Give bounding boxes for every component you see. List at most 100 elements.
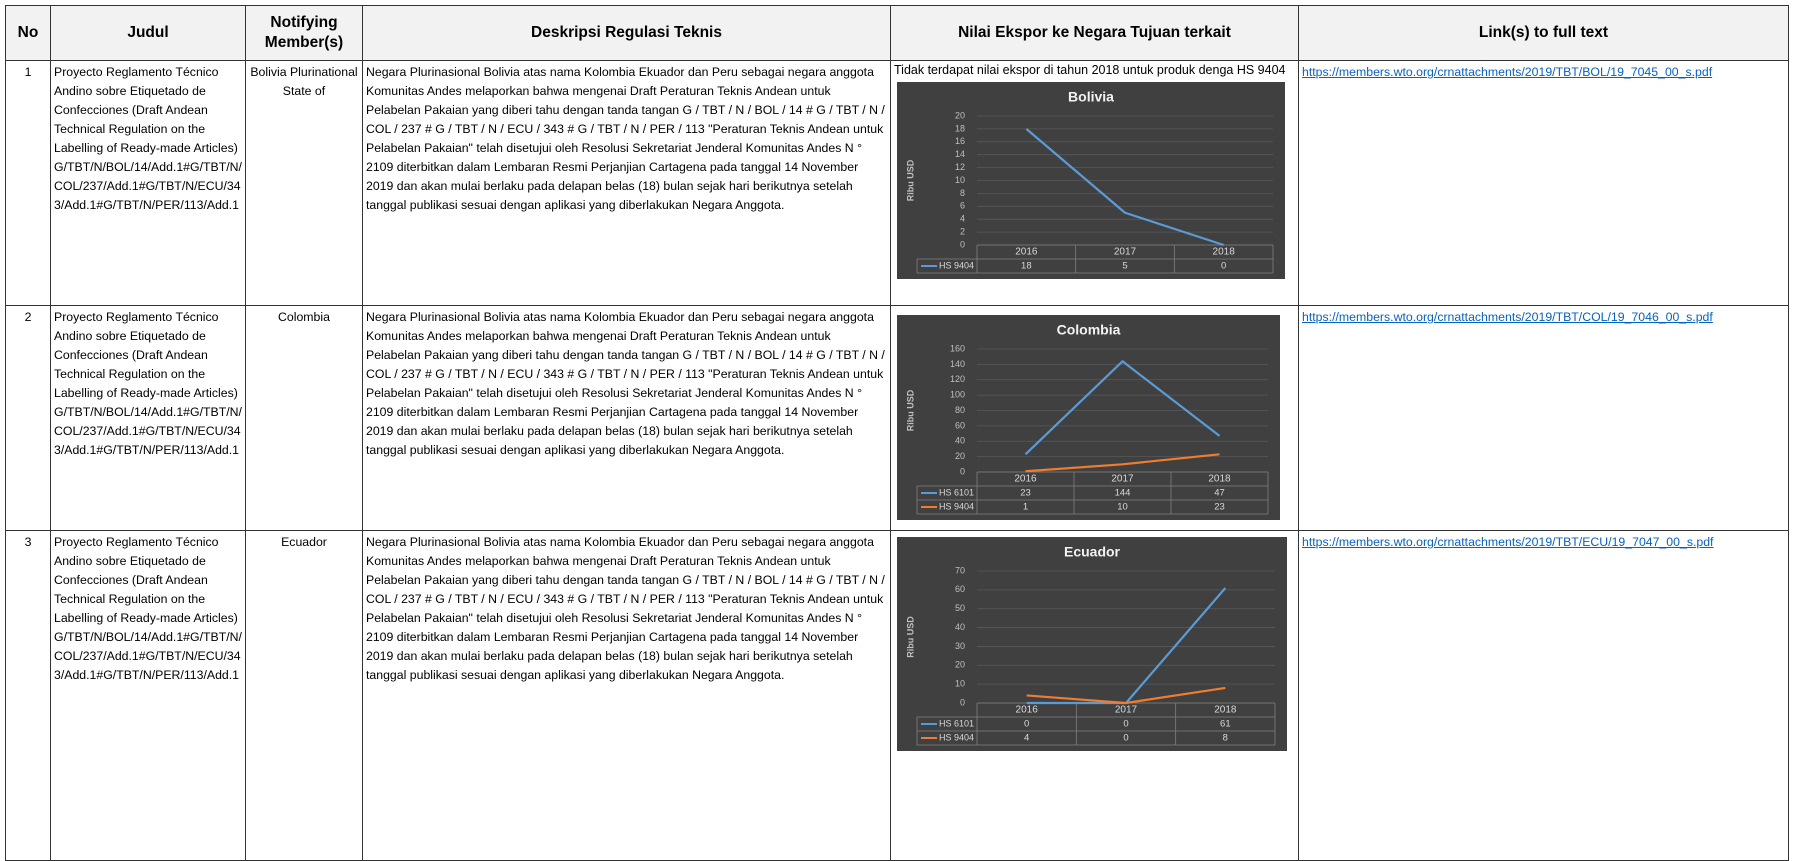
- x-category-label: 2017: [1111, 474, 1134, 485]
- member-cell: Colombia: [245, 305, 363, 531]
- header-cell: Link(s) to full text: [1298, 5, 1789, 61]
- y-tick-label: 40: [955, 622, 965, 632]
- export-cell: Ecuador Ribu USD 0 10 20 30 40 50 60 70 2016 2017 20…: [890, 530, 1299, 861]
- y-axis-label: Ribu USD: [905, 159, 915, 201]
- y-tick-label: 0: [960, 466, 965, 476]
- data-table-value: 61: [1220, 719, 1231, 730]
- legend-label: HS 9404: [939, 732, 974, 742]
- no-cell: 2: [5, 305, 51, 531]
- y-tick-label: 12: [955, 162, 965, 172]
- y-tick-label: 60: [955, 584, 965, 594]
- legend-label: HS 6101: [939, 718, 974, 728]
- y-tick-label: 0: [960, 239, 965, 249]
- chart-box: Ecuador Ribu USD 0 10 20 30 40 50 60 70 2016 2017 20…: [897, 537, 1295, 757]
- y-tick-label: 160: [950, 343, 965, 353]
- chart-background: [897, 537, 1287, 751]
- y-tick-label: 20: [955, 451, 965, 461]
- chart-title: Colombia: [1057, 322, 1121, 338]
- chart: Colombia Ribu USD 0 20 40 60 80 100 120 140 160 201…: [897, 315, 1280, 520]
- legend-label: HS 9404: [939, 260, 974, 270]
- data-table-value: 0: [1123, 719, 1128, 730]
- x-category-label: 2017: [1114, 247, 1137, 258]
- header-cell: Nilai Ekspor ke Negara Tujuan terkait: [890, 5, 1299, 61]
- x-category-label: 2018: [1214, 705, 1237, 716]
- y-axis-label: Ribu USD: [905, 616, 915, 658]
- y-tick-label: 2: [960, 226, 965, 236]
- data-table-value: 23: [1214, 502, 1225, 513]
- header-cell: Notifying Member(s): [245, 5, 363, 61]
- header-row: No Judul Notifying Member(s) Deskripsi R…: [5, 5, 1789, 61]
- link[interactable]: https://members.wto.org/crnattachments/2…: [1302, 65, 1713, 79]
- y-tick-label: 100: [950, 390, 965, 400]
- y-tick-label: 4: [960, 214, 965, 224]
- data-table-value: 47: [1214, 488, 1225, 499]
- y-tick-label: 14: [955, 149, 965, 159]
- y-tick-label: 60: [955, 420, 965, 430]
- title-cell: Proyecto Reglamento Técnico Andino sobre…: [50, 60, 246, 306]
- header-cell: No: [5, 5, 51, 61]
- y-tick-label: 120: [950, 374, 965, 384]
- data-table-value: 10: [1117, 502, 1128, 513]
- y-tick-label: 80: [955, 405, 965, 415]
- export-note: Tidak terdapat nilai ekspor di tahun 201…: [894, 63, 1286, 77]
- legend-label: HS 9404: [939, 501, 974, 511]
- data-table-value: 18: [1021, 261, 1032, 272]
- chart-box: Bolivia Ribu USD 0 2 4 6 8 10 12 14 16 18 20 2016 2017…: [897, 82, 1295, 285]
- y-tick-label: 6: [960, 201, 965, 211]
- row: 1 Proyecto Reglamento Técnico Andino sob…: [5, 60, 1789, 306]
- member-cell: Bolivia Plurinational State of: [245, 60, 363, 306]
- data-table-value: 0: [1221, 261, 1226, 272]
- x-category-label: 2018: [1208, 474, 1231, 485]
- title-cell: Proyecto Reglamento Técnico Andino sobre…: [50, 305, 246, 531]
- data-table-value: 5: [1122, 261, 1127, 272]
- row: 2 Proyecto Reglamento Técnico Andino sob…: [5, 305, 1789, 531]
- description-cell: Negara Plurinasional Bolivia atas nama K…: [362, 530, 891, 861]
- link-cell: https://members.wto.org/crnattachments/2…: [1298, 530, 1789, 861]
- x-category-label: 2017: [1115, 705, 1138, 716]
- legend-label: HS 6101: [939, 487, 974, 497]
- x-category-label: 2016: [1014, 474, 1037, 485]
- y-tick-label: 10: [955, 175, 965, 185]
- title-cell: Proyecto Reglamento Técnico Andino sobre…: [50, 530, 246, 861]
- export-cell: Colombia Ribu USD 0 20 40 60 80 100 120 140 160 201…: [890, 305, 1299, 531]
- y-tick-label: 70: [955, 565, 965, 575]
- y-tick-label: 18: [955, 123, 965, 133]
- x-category-label: 2016: [1016, 705, 1039, 716]
- row: 3 Proyecto Reglamento Técnico Andino sob…: [5, 530, 1789, 861]
- member-cell: Ecuador: [245, 530, 363, 861]
- header-cell: Judul: [50, 5, 246, 61]
- regulation-table: No Judul Notifying Member(s) Deskripsi R…: [5, 5, 1789, 861]
- y-tick-label: 40: [955, 436, 965, 446]
- y-axis-label: Ribu USD: [905, 389, 915, 431]
- link-cell: https://members.wto.org/crnattachments/2…: [1298, 60, 1789, 306]
- y-tick-label: 0: [960, 697, 965, 707]
- no-cell: 1: [5, 60, 51, 306]
- chart: Bolivia Ribu USD 0 2 4 6 8 10 12 14 16 18 20 2016 2017…: [897, 82, 1285, 279]
- data-table-value: 23: [1020, 488, 1031, 499]
- y-tick-label: 16: [955, 136, 965, 146]
- header-cell: Deskripsi Regulasi Teknis: [362, 5, 891, 61]
- data-table-value: 144: [1115, 488, 1131, 499]
- no-cell: 3: [5, 530, 51, 861]
- link-cell: https://members.wto.org/crnattachments/2…: [1298, 305, 1789, 531]
- y-tick-label: 10: [955, 679, 965, 689]
- y-tick-label: 50: [955, 603, 965, 613]
- link[interactable]: https://members.wto.org/crnattachments/2…: [1302, 310, 1713, 324]
- y-tick-label: 20: [955, 110, 965, 120]
- series-line: [1024, 360, 1221, 456]
- y-tick-label: 20: [955, 660, 965, 670]
- data-table-value: 0: [1123, 733, 1128, 744]
- chart-title: Bolivia: [1068, 89, 1114, 105]
- data-table-value: 0: [1024, 719, 1029, 730]
- x-category-label: 2018: [1213, 247, 1236, 258]
- description-cell: Negara Plurinasional Bolivia atas nama K…: [362, 60, 891, 306]
- series-line: [1025, 128, 1225, 247]
- link[interactable]: https://members.wto.org/crnattachments/2…: [1302, 535, 1714, 549]
- series-line: [1025, 453, 1220, 473]
- y-tick-label: 8: [960, 188, 965, 198]
- data-table-value: 4: [1024, 733, 1029, 744]
- chart-title: Ecuador: [1064, 544, 1121, 560]
